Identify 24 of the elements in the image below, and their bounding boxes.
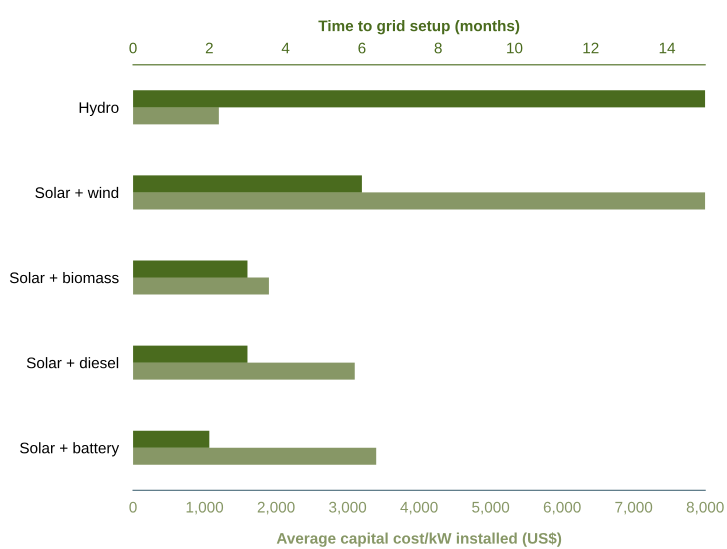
x2-tick-label: 0 [129, 42, 137, 54]
x-axis-title: Average capital cost/kW installed (US$) [276, 532, 562, 547]
x-tick-label: 4,000 [400, 502, 438, 514]
x2-tick-label: 12 [583, 42, 598, 54]
x2-tick-label: 10 [507, 42, 522, 54]
x2-tick-label: 14 [660, 42, 676, 54]
x-tick-label: 6,000 [544, 502, 581, 514]
x2-tick-label: 8 [434, 42, 442, 54]
y-tick-label: Solar + battery [20, 442, 120, 456]
y-tick-label: Hydro [80, 102, 119, 116]
y-tick-label: Solar + wind [35, 186, 118, 198]
y-tick-label: Solar + diesel [26, 357, 118, 368]
x-tick-label: 2,000 [258, 502, 295, 514]
x2-tick-label: 4 [282, 42, 290, 54]
x-tick-label: 0 [129, 502, 137, 513]
x2-tick-label: 6 [358, 42, 366, 54]
x-tick-label: 1,000 [186, 502, 224, 514]
y-tick-label: Solar + biomass [10, 272, 119, 284]
x-tick-label: 7,000 [615, 502, 652, 514]
x-tick-label: 3,000 [329, 502, 366, 514]
x-tick-label: 5,000 [472, 502, 510, 514]
x-tick-label: 8,000 [686, 502, 724, 514]
x2-tick-label: 2 [206, 42, 213, 54]
x2-axis-title: Time to grid setup (months) [318, 20, 520, 34]
